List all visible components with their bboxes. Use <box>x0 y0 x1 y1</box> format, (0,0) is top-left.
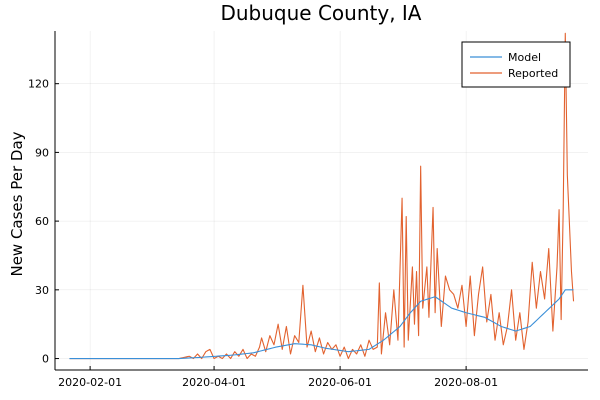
legend-model-label: Model <box>508 51 541 64</box>
y-tick-label: 0 <box>42 353 49 366</box>
legend-box <box>461 41 571 88</box>
y-tick-label: 120 <box>28 78 49 91</box>
tick-labels: 0 30 60 90 120 2020-02-01 2020-04-01 2020-06-01… <box>28 78 498 389</box>
y-tick-label: 30 <box>35 284 49 297</box>
plot-area <box>69 32 575 360</box>
series-line-model <box>69 289 574 360</box>
legend-reported-label: Reported <box>508 67 558 80</box>
x-tick-label: 2020-06-01 <box>308 376 372 389</box>
x-tick-label: 2020-08-01 <box>434 376 498 389</box>
y-axis-label: New Cases Per Day <box>8 131 26 276</box>
chart-title: Dubuque County, IA <box>220 1 421 25</box>
x-tick-label: 2020-04-01 <box>182 376 246 389</box>
y-tick-label: 60 <box>35 215 49 228</box>
x-tick-label: 2020-02-01 <box>58 376 122 389</box>
y-tick-label: 90 <box>35 146 49 159</box>
axes <box>54 31 588 371</box>
legend: Model Reported <box>461 41 571 88</box>
